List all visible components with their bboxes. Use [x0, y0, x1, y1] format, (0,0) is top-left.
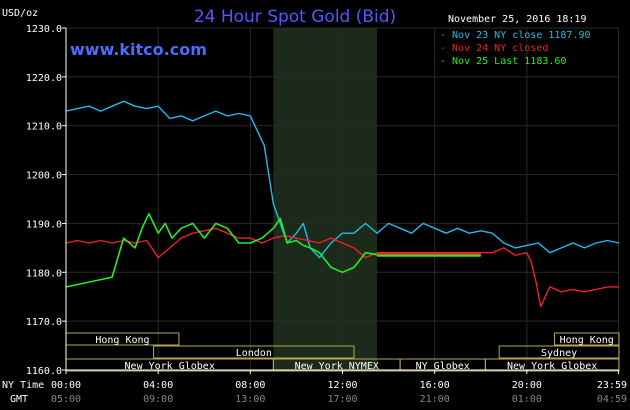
y-tick-label: 1220.0	[26, 73, 62, 84]
y-tick-label: 1230.0	[26, 24, 62, 35]
shade-layer	[273, 28, 378, 370]
session-box	[553, 332, 620, 346]
session-layer: Hong Kong Hong Kong London Sydney New York G…	[65, 332, 620, 372]
x-tick-label-ny: 16:00	[420, 380, 450, 391]
session-label: Hong Kong	[560, 335, 614, 346]
session-label: Sydney	[541, 348, 577, 359]
x-tick-label-ny: 12:00	[327, 380, 357, 391]
y-tick-label: 1210.0	[26, 122, 62, 133]
x-tick-label-gmt: 01:00	[512, 394, 542, 405]
legend-entry: - Nov 24 NY closed	[440, 43, 548, 54]
timestamp: November 25, 2016 18:19	[448, 14, 586, 25]
y-tick-label: 1200.0	[26, 171, 62, 182]
x-tick-label-ny: 20:00	[512, 380, 542, 391]
x-tick-label-ny: 00:00	[51, 380, 81, 391]
session-label: NY Globex	[416, 361, 470, 372]
x-tick-label-gmt: 13:00	[235, 394, 265, 405]
y-tick-label: 1180.0	[26, 268, 62, 279]
y-tick-label: 1190.0	[26, 219, 62, 230]
series-layer	[65, 100, 620, 308]
session-label: New York Globex	[125, 361, 215, 372]
legend: - Nov 23 NY close 1187.90 - Nov 24 NY clo…	[440, 30, 591, 67]
x-tick-label-gmt: 05:00	[51, 394, 81, 405]
x-tick-label-gmt: 04:59	[597, 394, 627, 405]
x-tick-label-ny: 23:59	[597, 380, 627, 391]
legend-entry: - Nov 25 Last 1183.60	[440, 56, 566, 67]
x-axis-ny-label: NY Time	[2, 380, 44, 391]
x-tick-label-ny: 08:00	[235, 380, 265, 391]
x-tick-label-gmt: 21:00	[420, 394, 450, 405]
session-box	[484, 358, 620, 372]
legend-entry: - Nov 23 NY close 1187.90	[440, 30, 591, 41]
session-box	[153, 345, 355, 359]
y-tick-label: 1170.0	[26, 317, 62, 328]
x-tick-label-gmt: 09:00	[143, 394, 173, 405]
x-axis-gmt-label: GMT	[10, 394, 28, 405]
session-label: New York Globex	[507, 361, 597, 372]
watermark-link[interactable]: www.kitco.com	[70, 40, 207, 59]
session-box	[498, 345, 620, 359]
session-label: London	[236, 348, 272, 359]
y-tick-label: 1160.0	[26, 366, 62, 377]
x-tick-label-gmt: 17:00	[327, 394, 357, 405]
y-unit-label: USD/oz	[2, 8, 38, 19]
series-line-nov-23	[65, 100, 620, 259]
chart-title: 24 Hour Spot Gold (Bid)	[194, 7, 396, 27]
axis-layer: 1230.0 1220.0 1210.0 1200.0 1190.0 1180.0 1170…	[26, 24, 627, 405]
session-label: New York NYMEX	[295, 361, 379, 372]
session-label: Hong Kong	[95, 335, 149, 346]
shaded-region	[273, 28, 378, 370]
series-line-nov-24	[65, 227, 619, 308]
x-tick-label-ny: 04:00	[143, 380, 173, 391]
